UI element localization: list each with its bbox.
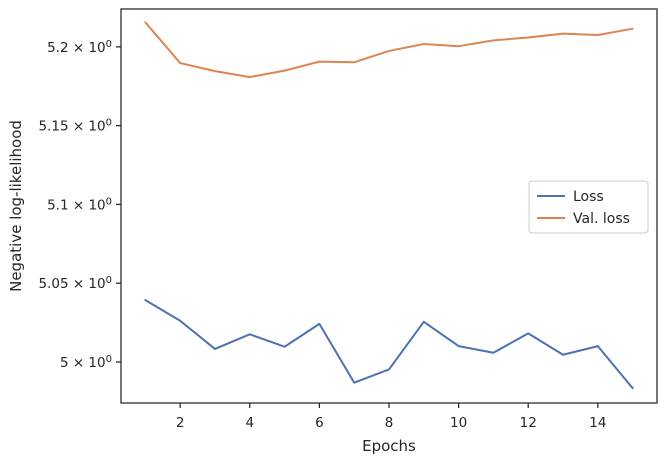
y-tick-label: 5.1 × 100 xyxy=(47,196,112,214)
series-line-loss xyxy=(144,299,634,390)
plot-area xyxy=(144,21,634,390)
y-tick-label: 5 × 100 xyxy=(60,354,112,372)
x-tick-label: 10 xyxy=(450,415,467,431)
legend-label: Loss xyxy=(573,189,604,205)
series-line-val-loss xyxy=(144,21,634,79)
x-tick-label: 4 xyxy=(245,415,254,431)
x-axis: 2 4 6 8 10 12 14 xyxy=(176,403,606,431)
y-axis-label: Negative log-likelihood xyxy=(7,120,25,292)
legend: Loss Val. loss xyxy=(528,180,649,234)
x-tick-label: 12 xyxy=(520,415,537,431)
y-tick-label: 5.15 × 100 xyxy=(38,117,112,135)
x-tick-label: 6 xyxy=(315,415,324,431)
legend-label: Val. loss xyxy=(573,211,630,227)
y-axis: 5 × 100 5.05 × 100 5.1 × 100 5.15 × 100 5.2 … xyxy=(38,38,121,371)
legend-box xyxy=(528,180,649,234)
x-tick-label: 14 xyxy=(589,415,606,431)
y-tick-label: 5.2 × 100 xyxy=(47,38,112,56)
x-axis-label: Epochs xyxy=(362,437,416,455)
y-tick-label: 5.05 × 100 xyxy=(38,275,112,293)
x-tick-label: 2 xyxy=(176,415,185,431)
x-tick-label: 8 xyxy=(385,415,394,431)
